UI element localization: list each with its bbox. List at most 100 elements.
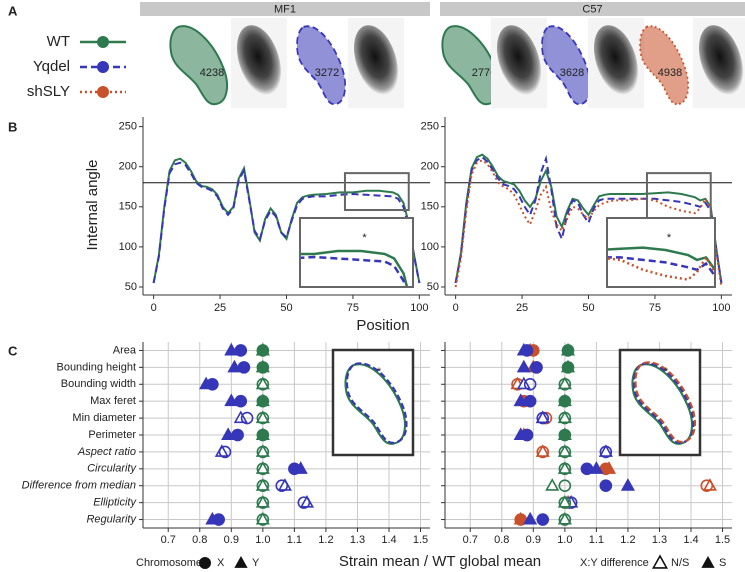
y-tick-label: 100 xyxy=(421,241,439,253)
x-chromosome-marker xyxy=(256,513,270,526)
y-axis-title: Internal angle xyxy=(84,160,101,251)
inset-series-line xyxy=(607,254,715,282)
y-chromosome-marker xyxy=(233,410,248,424)
x-tick-label: 1.3 xyxy=(350,534,365,546)
x-tick-label: 25 xyxy=(214,302,226,314)
inset-frame xyxy=(606,217,716,288)
x-chromosome-marker xyxy=(520,344,534,357)
x-chromosome-marker xyxy=(561,361,575,374)
x-chromosome-marker xyxy=(523,394,537,408)
y-tick-label: 150 xyxy=(421,201,439,213)
x-chromosome-marker xyxy=(558,513,572,526)
y-tick-label: 200 xyxy=(421,161,439,173)
x-chromosome-marker xyxy=(520,428,534,442)
x-chromosome-marker xyxy=(536,513,550,526)
x-tick-label: 1.2 xyxy=(318,534,333,546)
x-tick-label: 25 xyxy=(516,302,528,314)
cell-count: 4238 xyxy=(200,67,224,79)
x-chromosome-marker xyxy=(536,411,550,425)
y-chromosome-marker xyxy=(557,461,572,474)
panel-label: C xyxy=(8,343,18,358)
y-tick-label: 150 xyxy=(119,201,137,213)
x-tick-label: 1.1 xyxy=(287,534,302,546)
x-tick-label: 1.4 xyxy=(683,534,698,546)
x-tick-label: 0.8 xyxy=(192,534,207,546)
x-chromosome-marker xyxy=(558,377,572,391)
x-tick-label: 1.1 xyxy=(589,534,604,546)
series-line xyxy=(454,159,723,288)
y-chromosome-marker xyxy=(255,376,270,390)
annotation: * xyxy=(362,232,367,244)
inset-series-line xyxy=(607,246,715,279)
x-chromosome-marker xyxy=(256,479,270,493)
y-chromosome-marker xyxy=(255,478,270,491)
x-chromosome-marker xyxy=(256,411,270,425)
panel-label: A xyxy=(8,3,18,18)
cell-count: 4938 xyxy=(658,67,682,79)
y-chromosome-marker xyxy=(224,342,239,356)
inset-plot xyxy=(300,249,409,287)
x-tick-label: 50 xyxy=(280,302,292,314)
x-chromosome-marker xyxy=(297,496,311,509)
cell-outline xyxy=(441,25,501,106)
y-chromosome-marker xyxy=(227,359,242,373)
inset-bg xyxy=(607,218,715,287)
x-chromosome-marker xyxy=(700,479,714,493)
x-chromosome-marker xyxy=(288,462,301,476)
x-chromosome-marker xyxy=(558,394,572,408)
legend-label: N/S xyxy=(671,557,689,569)
x-chromosome-marker xyxy=(218,445,232,459)
cell-outline xyxy=(296,25,347,106)
x-tick-label: 1.5 xyxy=(715,534,730,546)
strip-header xyxy=(140,2,430,16)
x-tick-label: 100 xyxy=(712,302,730,314)
category-label: Bounding height xyxy=(56,361,136,373)
x-tick-label: 1.4 xyxy=(381,534,396,546)
x-tick-label: 0 xyxy=(453,302,459,314)
x-tick-label: 0.9 xyxy=(526,534,541,546)
legend-title: Chromosome xyxy=(136,557,202,569)
x-chromosome-marker xyxy=(599,479,613,493)
x-tick-label: 1.0 xyxy=(255,534,270,546)
x-chromosome-marker xyxy=(558,496,572,509)
annotation: * xyxy=(667,232,672,244)
strip-label: MF1 xyxy=(274,3,296,15)
legend-triangle xyxy=(234,556,248,568)
x-tick-label: 50 xyxy=(582,302,594,314)
category-label: Area xyxy=(113,344,137,356)
x-axis-title: Position xyxy=(356,317,409,334)
y-chromosome-marker xyxy=(535,444,550,457)
y-chromosome-marker xyxy=(516,359,531,373)
inset-series-line xyxy=(300,255,407,287)
y-chromosome-marker xyxy=(224,393,239,407)
strip-label: C57 xyxy=(582,3,602,15)
series-line xyxy=(152,157,421,284)
category-label: Perimeter xyxy=(88,429,136,441)
y-tick-label: 50 xyxy=(125,281,137,293)
x-tick-label: 0.7 xyxy=(463,534,478,546)
category-label: Regularity xyxy=(86,513,137,525)
x-chromosome-marker xyxy=(256,445,270,459)
y-chromosome-marker xyxy=(620,478,635,491)
x-chromosome-marker xyxy=(212,513,225,526)
y-chromosome-marker xyxy=(523,511,538,525)
x-chromosome-marker xyxy=(523,377,537,391)
inset-plot xyxy=(607,246,715,285)
cell-count: 3272 xyxy=(315,67,339,79)
y-chromosome-marker xyxy=(535,410,550,424)
legend-label: S xyxy=(719,557,726,569)
series-line xyxy=(454,153,723,284)
strip-header xyxy=(440,2,745,16)
y-chromosome-marker xyxy=(221,427,236,440)
x-chromosome-marker xyxy=(234,344,248,357)
legend-label: X xyxy=(217,557,225,569)
x-chromosome-marker xyxy=(256,344,270,357)
category-label: Bounding width xyxy=(61,378,136,390)
x-tick-label: 0 xyxy=(151,302,157,314)
legend-label: Y xyxy=(252,557,260,569)
y-chromosome-marker xyxy=(589,461,604,474)
x-chromosome-marker xyxy=(558,479,572,493)
legend-label: Yqdel xyxy=(33,58,70,75)
inset-series-line xyxy=(300,249,409,287)
